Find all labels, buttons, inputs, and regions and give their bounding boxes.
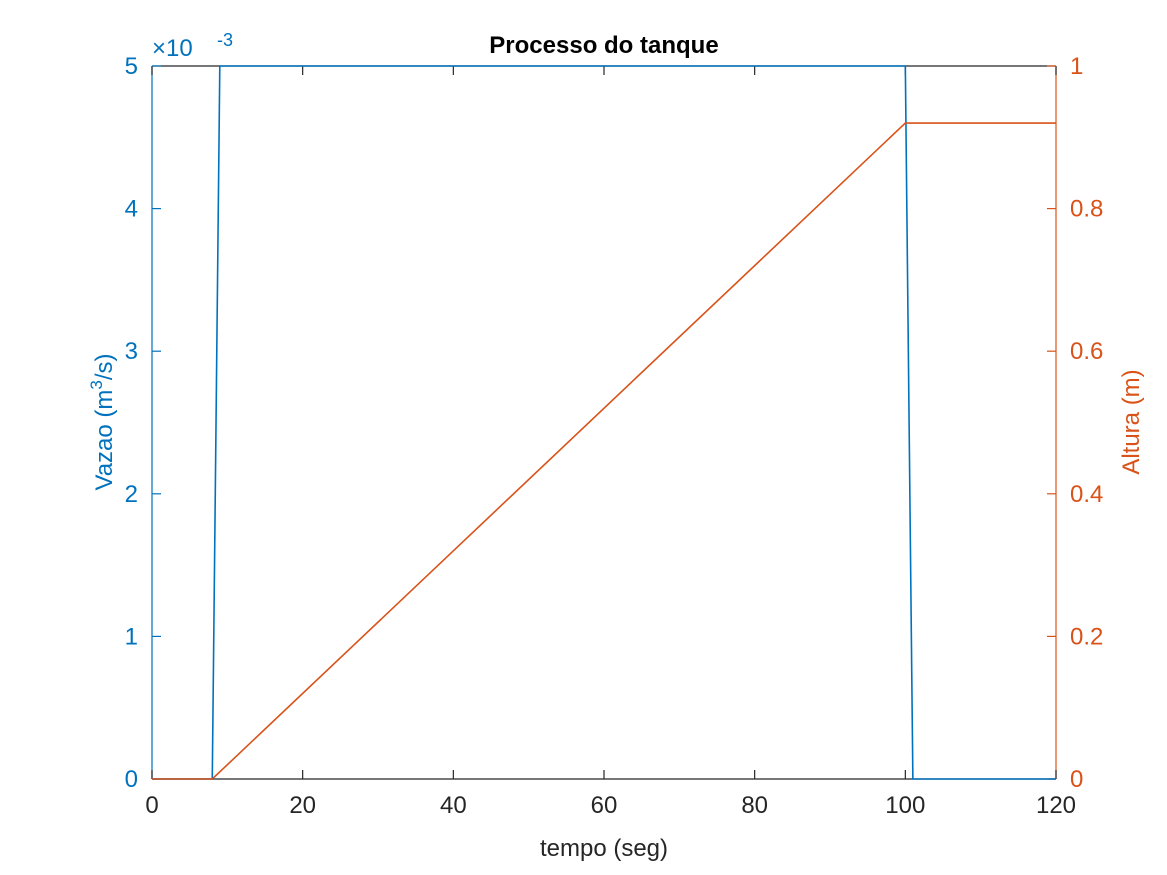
y-left-tick-label: 0: [125, 766, 138, 793]
y-left-tick-label: 2: [125, 481, 138, 508]
y-right-tick-label: 1: [1070, 53, 1083, 80]
y-right-tick-label: 0: [1070, 766, 1083, 793]
y-left-tick-label: 5: [125, 53, 138, 80]
y-right-tick-label: 0.4: [1070, 481, 1103, 508]
altura-series-line: [152, 122, 1056, 780]
x-tick-label: 0: [145, 792, 158, 819]
y-right-tick-label: 0.6: [1070, 338, 1103, 365]
y-left-label-sup: 3: [87, 380, 106, 389]
y-right-tick-label: 0.8: [1070, 196, 1103, 223]
x-tick-label: 80: [741, 792, 768, 819]
y-right-axis-label: Altura (m): [1118, 369, 1145, 474]
y-right-label-text: Altura (m): [1118, 369, 1145, 474]
y-left-label-main: Vazao (m: [91, 390, 118, 491]
y-right-tick-label: 0.2: [1070, 623, 1103, 650]
x-axis-label: tempo (seg): [540, 835, 668, 862]
exponent-power: -3: [217, 30, 233, 50]
y-left-axis-label: Vazao (m3/s): [87, 353, 118, 490]
x-tick-label: 40: [440, 792, 467, 819]
x-tick-label: 20: [289, 792, 316, 819]
y-left-exponent: ×10 -3: [152, 30, 233, 62]
y-left-tick-label: 4: [125, 196, 138, 223]
y-left-label-end: /s): [91, 353, 118, 380]
vazao-series-line: [152, 65, 1056, 780]
x-tick-label: 120: [1036, 792, 1076, 819]
exponent-prefix: ×10: [152, 35, 193, 62]
chart-title: Processo do tanque: [489, 32, 718, 59]
svg-text:Vazao (m3/s): Vazao (m3/s): [87, 353, 118, 490]
x-tick-label: 60: [591, 792, 618, 819]
x-tick-label: 100: [885, 792, 925, 819]
y-left-tick-label: 1: [125, 623, 138, 650]
y-left-tick-label: 3: [125, 338, 138, 365]
